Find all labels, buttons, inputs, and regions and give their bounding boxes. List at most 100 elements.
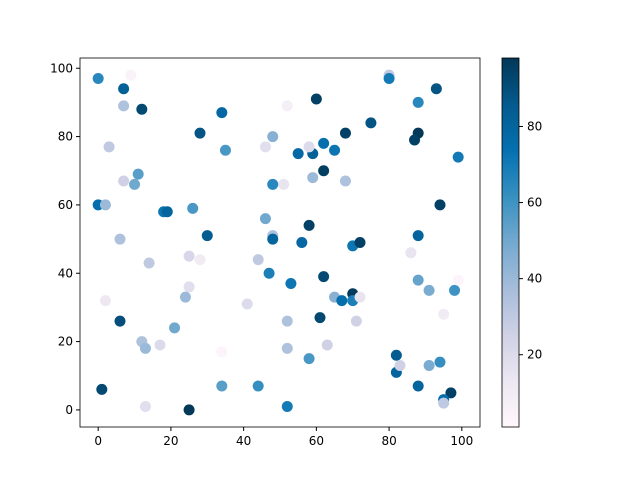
colorbar-tick-label: 40 <box>527 272 542 286</box>
point <box>434 356 446 368</box>
x-tick-label: 0 <box>94 434 102 448</box>
point <box>339 175 351 187</box>
point <box>281 342 293 354</box>
point <box>281 100 293 112</box>
point <box>259 213 271 225</box>
point <box>194 254 206 266</box>
point <box>390 349 402 361</box>
y-tick-label: 80 <box>58 130 73 144</box>
x-tick-label: 60 <box>309 434 324 448</box>
point <box>318 165 330 177</box>
point <box>139 401 151 412</box>
point <box>318 271 330 283</box>
point <box>201 230 213 242</box>
colorbar-tick-label: 60 <box>527 196 542 210</box>
point <box>329 144 341 156</box>
point <box>405 247 417 259</box>
point <box>99 295 111 307</box>
point <box>409 134 421 146</box>
point <box>161 206 173 218</box>
y-tick-label: 0 <box>65 403 73 417</box>
point <box>259 141 271 153</box>
point <box>310 93 322 105</box>
point <box>125 69 137 81</box>
point <box>383 73 395 84</box>
point <box>318 137 330 149</box>
point <box>336 295 348 307</box>
point <box>267 131 279 143</box>
point <box>169 322 181 334</box>
point <box>183 404 195 416</box>
point <box>252 380 264 392</box>
point <box>438 397 450 409</box>
point <box>114 233 126 245</box>
point <box>183 250 195 262</box>
point <box>314 312 326 324</box>
point <box>423 360 435 371</box>
plot-frame <box>79 57 481 428</box>
point <box>365 117 377 129</box>
point <box>449 284 461 296</box>
point <box>219 144 231 156</box>
point <box>139 342 151 354</box>
point <box>303 219 315 231</box>
point <box>183 281 195 293</box>
y-tick-label: 20 <box>58 335 73 349</box>
point <box>143 257 155 269</box>
point <box>412 274 424 286</box>
point <box>216 346 228 358</box>
point <box>285 278 297 289</box>
point <box>267 233 279 245</box>
point <box>281 315 293 327</box>
x-tick-label: 100 <box>450 434 473 448</box>
point <box>434 199 446 211</box>
point <box>350 315 362 327</box>
point <box>154 339 166 351</box>
point <box>252 254 264 266</box>
point <box>452 151 464 163</box>
point <box>281 401 293 412</box>
point <box>194 127 206 139</box>
point <box>118 83 130 95</box>
x-tick-label: 20 <box>163 434 178 448</box>
point <box>132 168 144 180</box>
point <box>118 175 130 187</box>
point <box>445 387 457 399</box>
point <box>296 237 308 248</box>
point <box>136 103 148 115</box>
point <box>99 199 111 211</box>
point <box>278 178 290 190</box>
point <box>92 73 104 84</box>
point <box>292 148 304 160</box>
point <box>216 107 228 119</box>
point <box>96 383 108 395</box>
point <box>303 141 315 153</box>
point <box>114 315 126 327</box>
point <box>129 178 141 190</box>
point <box>303 353 315 365</box>
x-tick-label: 80 <box>381 434 396 448</box>
point <box>216 380 228 392</box>
point <box>438 308 450 320</box>
point <box>394 360 406 371</box>
point <box>118 100 130 112</box>
point <box>267 178 279 190</box>
x-tick-label: 40 <box>236 434 251 448</box>
point <box>423 284 435 296</box>
point <box>339 127 351 139</box>
point <box>412 230 424 242</box>
point <box>307 172 319 184</box>
point <box>179 291 191 303</box>
point <box>354 291 366 303</box>
colorbar-tick-label: 20 <box>527 348 542 362</box>
point <box>452 274 464 286</box>
y-tick-label: 100 <box>50 61 73 75</box>
point <box>263 267 275 279</box>
point <box>412 380 424 392</box>
point <box>412 96 424 108</box>
point <box>241 298 253 310</box>
point <box>430 83 442 95</box>
point <box>321 339 333 351</box>
